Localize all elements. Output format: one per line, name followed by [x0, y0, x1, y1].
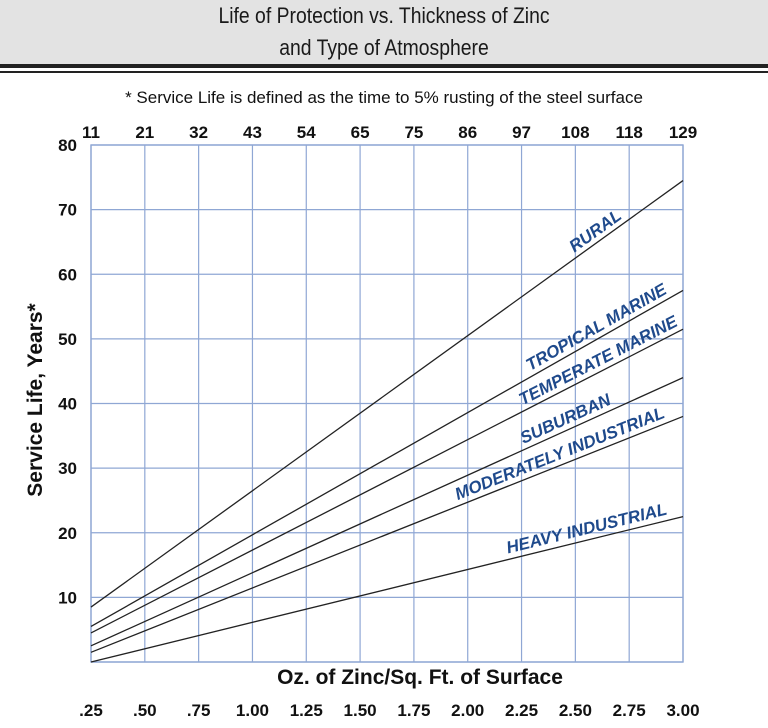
x-top-tick-label: 54 — [297, 123, 316, 142]
header-rule-thin — [0, 71, 768, 73]
x-tick-label: 2.75 — [613, 701, 646, 720]
x-tick-label: 1.50 — [344, 701, 377, 720]
y-tick-label: 60 — [58, 265, 77, 284]
x-axis-top-ticks: 11 21 32 43 54 65 75 86 97 108 118 129 — [82, 123, 697, 142]
plot-frame — [90, 144, 684, 663]
x-top-tick-label: 129 — [669, 123, 697, 142]
series-label-heavy-industrial: HEAVY INDUSTRIAL — [504, 500, 668, 558]
chart-title-line-2: and Type of Atmosphere — [279, 35, 489, 60]
x-tick-label: .25 — [79, 701, 103, 720]
series-lines — [90, 180, 684, 663]
plot-border — [90, 144, 684, 663]
x-axis-label: Oz. of Zinc/Sq. Ft. of Surface — [277, 666, 563, 689]
x-tick-label: 2.50 — [559, 701, 592, 720]
x-axis-ticks: .25 .50 .75 1.00 1.25 1.50 1.75 2.00 2.25 2.50 2.7… — [79, 701, 699, 720]
x-top-tick-label: 32 — [189, 123, 208, 142]
x-tick-label: 2.00 — [451, 701, 484, 720]
x-top-tick-label: 97 — [512, 123, 531, 142]
series-line-tropical-marine — [90, 289, 684, 628]
x-top-tick-label: 108 — [561, 123, 589, 142]
series-line-suburban — [90, 377, 684, 647]
y-axis-label: Service Life, Years* — [24, 302, 47, 496]
x-top-tick-label: 75 — [404, 123, 423, 142]
series-line-temperate-marine — [90, 328, 684, 634]
series-label-rural: RURAL — [566, 206, 625, 256]
x-top-tick-label: 65 — [351, 123, 370, 142]
y-tick-label: 20 — [58, 524, 77, 543]
footnote: * Service Life is defined as the time to… — [125, 88, 643, 107]
y-tick-label: 30 — [58, 459, 77, 478]
y-axis-ticks: 10 20 30 40 50 60 70 80 — [58, 136, 77, 607]
y-tick-label: 50 — [58, 330, 77, 349]
x-tick-label: 1.25 — [290, 701, 323, 720]
series-line-heavy-industrial — [90, 515, 684, 663]
x-tick-label: 1.00 — [236, 701, 269, 720]
x-tick-label: .75 — [187, 701, 211, 720]
x-tick-label: 2.25 — [505, 701, 538, 720]
y-tick-label: 10 — [58, 588, 77, 607]
header-rule-thick — [0, 64, 768, 68]
x-top-tick-label: 43 — [243, 123, 262, 142]
x-top-tick-label: 118 — [615, 123, 642, 142]
y-tick-label: 80 — [58, 136, 77, 155]
x-tick-label: 3.00 — [666, 701, 699, 720]
x-tick-label: .50 — [133, 701, 157, 720]
series-line-rural — [90, 180, 684, 608]
chart-title-line-1: Life of Protection vs. Thickness of Zinc — [218, 3, 550, 28]
series-line-moderately-industrial — [90, 415, 684, 653]
x-top-tick-label: 11 — [82, 123, 100, 142]
x-top-tick-label: 86 — [458, 123, 477, 142]
x-top-tick-label: 21 — [135, 123, 154, 142]
header-band: Life of Protection vs. Thickness of Zinc… — [0, 0, 768, 64]
y-tick-label: 40 — [58, 395, 77, 414]
y-tick-label: 70 — [58, 201, 77, 220]
x-tick-label: 1.75 — [397, 701, 430, 720]
